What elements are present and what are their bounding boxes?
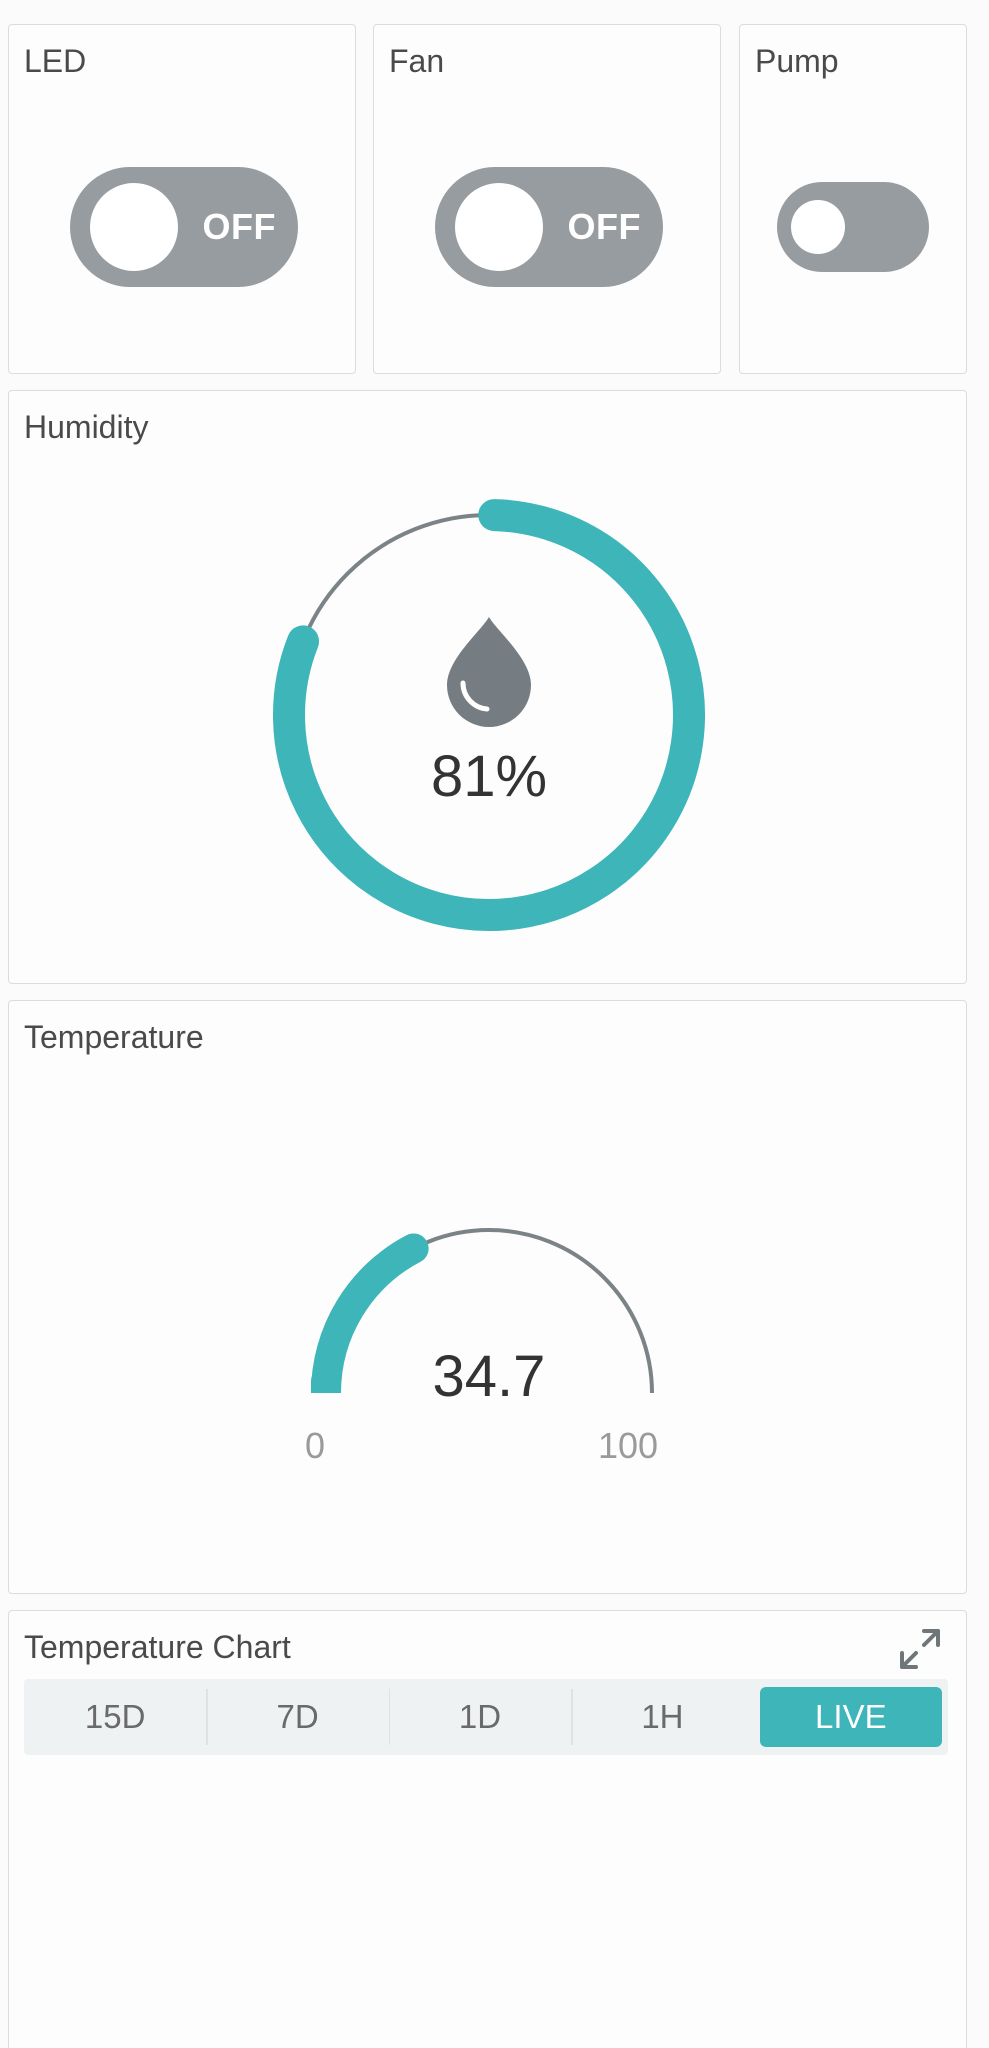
range-tab-live[interactable]: LIVE bbox=[759, 1687, 943, 1747]
fan-toggle-state: OFF bbox=[567, 206, 641, 247]
humidity-card: Humidity 81% bbox=[8, 390, 967, 984]
humidity-gauge-fill bbox=[273, 499, 705, 931]
temperature-chart-title: Temperature Chart bbox=[24, 1629, 291, 1665]
led-toggle-knob bbox=[90, 183, 178, 271]
range-tab-7d[interactable]: 7D bbox=[206, 1679, 388, 1755]
humidity-gauge bbox=[273, 499, 705, 931]
fan-switch-card: Fan OFF bbox=[373, 24, 721, 374]
fan-toggle-switch[interactable]: OFF bbox=[435, 167, 663, 287]
pump-toggle-knob bbox=[791, 200, 845, 254]
water-drop-icon bbox=[447, 617, 531, 727]
chart-area bbox=[24, 1771, 948, 2048]
temperature-min-label: 0 bbox=[305, 1425, 326, 1466]
humidity-card-title: Humidity bbox=[24, 409, 149, 445]
temperature-card-title: Temperature bbox=[24, 1019, 204, 1055]
led-switch-card: LED OFF bbox=[8, 24, 356, 374]
temperature-max-label: 100 bbox=[598, 1425, 659, 1466]
temperature-gauge-fill bbox=[311, 1233, 429, 1396]
temperature-value: 34.7 bbox=[432, 1344, 546, 1409]
expand-icon[interactable] bbox=[896, 1625, 944, 1673]
pump-toggle-switch[interactable] bbox=[777, 182, 929, 272]
temperature-card: Temperature 34.7 0 100 bbox=[8, 1000, 967, 1594]
range-tab-15d[interactable]: 15D bbox=[84, 1698, 146, 1735]
led-toggle-switch[interactable]: OFF bbox=[70, 167, 298, 287]
led-card-title: LED bbox=[24, 43, 87, 79]
humidity-value: 81% bbox=[430, 744, 548, 809]
range-tab-1d[interactable]: 1D bbox=[388, 1679, 571, 1755]
fan-card-title: Fan bbox=[389, 43, 445, 79]
pump-switch-card: Pump bbox=[739, 24, 967, 374]
range-tab-1h[interactable]: 1H bbox=[571, 1679, 753, 1755]
time-range-selector: 15D 7D 1D 1H LIVE bbox=[24, 1679, 948, 1755]
pump-card-title: Pump bbox=[755, 43, 839, 79]
temperature-gauge bbox=[311, 1228, 654, 1396]
led-toggle-state: OFF bbox=[202, 206, 276, 247]
fan-toggle-knob bbox=[455, 183, 543, 271]
temperature-chart-card: Temperature Chart 15D 7D 1D 1H LIVE bbox=[8, 1610, 967, 2048]
